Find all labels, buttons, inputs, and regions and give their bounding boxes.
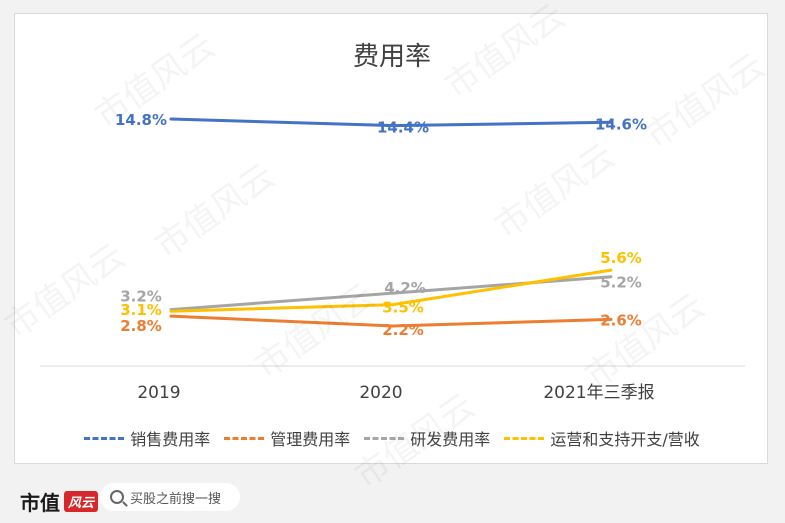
- legend-item: 销售费用率: [84, 426, 210, 450]
- data-label: 14.6%: [595, 115, 647, 133]
- brand-name: 市值: [20, 491, 60, 515]
- data-label: 14.8%: [115, 111, 167, 129]
- legend-swatch: [504, 436, 545, 440]
- legend-label: 研发费用率: [410, 430, 491, 449]
- footer-bar: 市值 风云 买股之前搜一搜: [0, 470, 785, 523]
- data-label: 3.5%: [382, 299, 424, 317]
- legend-label: 销售费用率: [130, 430, 211, 449]
- search-box[interactable]: 买股之前搜一搜: [100, 483, 240, 511]
- search-icon: [110, 490, 124, 504]
- legend-item: 运营和支持开支/营收: [504, 426, 700, 450]
- data-label: 2.6%: [600, 311, 642, 329]
- series-line: [169, 314, 613, 328]
- legend-label: 管理费用率: [270, 430, 351, 449]
- line-chart: 2019 2020 2021年三季报 14.8% 14.4% 14.6% 2.8% 2.2% 2…: [40, 111, 745, 403]
- data-label: 2.8%: [120, 317, 162, 335]
- data-label: 3.2%: [120, 288, 162, 306]
- legend-swatch: [84, 436, 125, 440]
- data-label: 4.2%: [384, 279, 426, 297]
- chart-card: 费用率 2019 2020 2021年三季报 14.8% 14.4% 14.6% 2.8% 2…: [0, 0, 772, 497]
- search-placeholder: 买股之前搜一搜: [130, 491, 222, 507]
- legend-item: 研发费用率: [364, 426, 490, 450]
- series-line: [169, 268, 613, 313]
- brand-badge: 风云: [64, 491, 99, 512]
- data-label: 5.2%: [600, 274, 642, 292]
- data-label: 14.4%: [377, 119, 429, 137]
- chart-title: 费用率: [352, 42, 431, 72]
- x-tick-label: 2021年三季报: [543, 383, 654, 403]
- legend-swatch: [224, 436, 265, 440]
- x-tick-label: 2019: [137, 383, 180, 403]
- series-line: [169, 117, 613, 128]
- data-label: 5.6%: [600, 249, 642, 267]
- x-tick-label: 2020: [359, 383, 402, 403]
- chart-legend: 销售费用率 管理费用率 研发费用率 运营和支持开支/营收: [15, 426, 769, 450]
- data-label: 2.2%: [382, 321, 424, 339]
- legend-swatch: [364, 436, 405, 440]
- data-label: 3.1%: [120, 301, 162, 319]
- legend-item: 管理费用率: [224, 426, 350, 450]
- brand-logo[interactable]: 市值 风云: [20, 487, 99, 516]
- legend-label: 运营和支持开支/营收: [550, 430, 700, 449]
